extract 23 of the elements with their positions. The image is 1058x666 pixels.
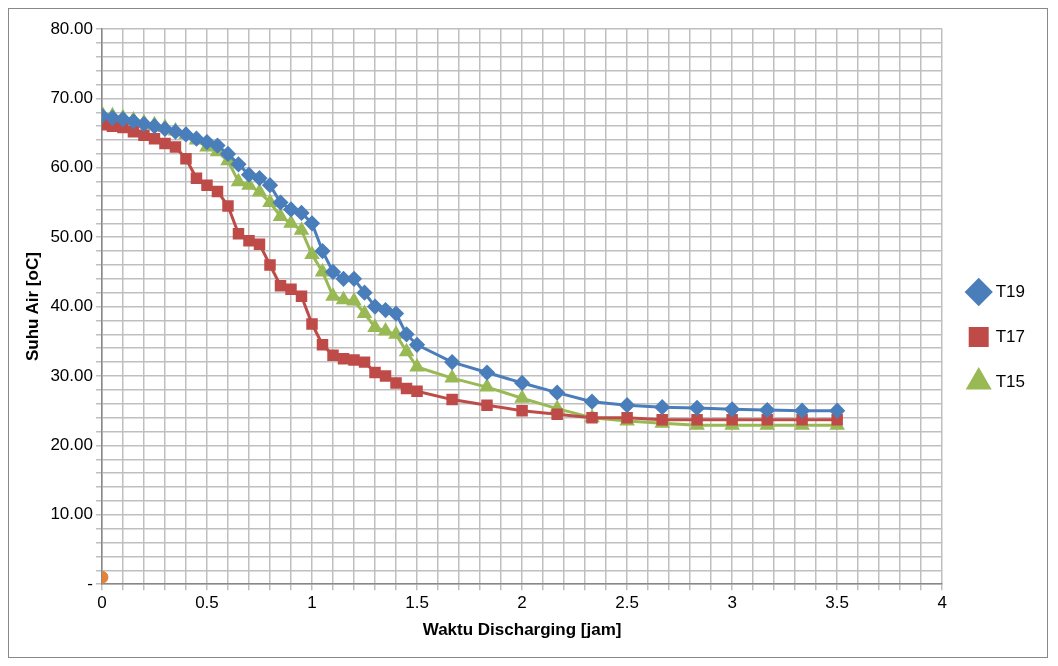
y-tick-label: 60.00 — [50, 157, 93, 177]
y-tick-label: 20.00 — [50, 435, 93, 455]
x-tick-label: 3.5 — [825, 593, 849, 613]
x-tick-label: 0 — [97, 593, 107, 613]
y-tick-label: 10.00 — [50, 504, 93, 524]
y-tick-label: 50.00 — [50, 226, 93, 246]
y-tick-label: 70.00 — [50, 88, 93, 108]
x-tick-label: 2 — [517, 593, 527, 613]
y-axis-title: Suhu Air [oC] — [22, 252, 42, 362]
x-tick-label: 0.5 — [195, 593, 219, 613]
y-tick-label: 30.00 — [50, 365, 93, 385]
x-tick-label: 2.5 — [615, 593, 639, 613]
y-tick-label: - — [87, 573, 93, 593]
x-tick-label: 1.5 — [405, 593, 429, 613]
x-tick-label: 3 — [727, 593, 737, 613]
x-tick-label: 1 — [307, 593, 317, 613]
x-axis-title: Waktu Discharging [jam] — [422, 620, 622, 640]
y-tick-label: 40.00 — [50, 296, 93, 316]
y-tick-label: 80.00 — [50, 18, 93, 38]
legend-label: T17 — [995, 326, 1025, 346]
x-tick-label: 4 — [937, 593, 947, 613]
legend-label: T19 — [995, 281, 1025, 301]
legend-label: T15 — [995, 371, 1025, 391]
